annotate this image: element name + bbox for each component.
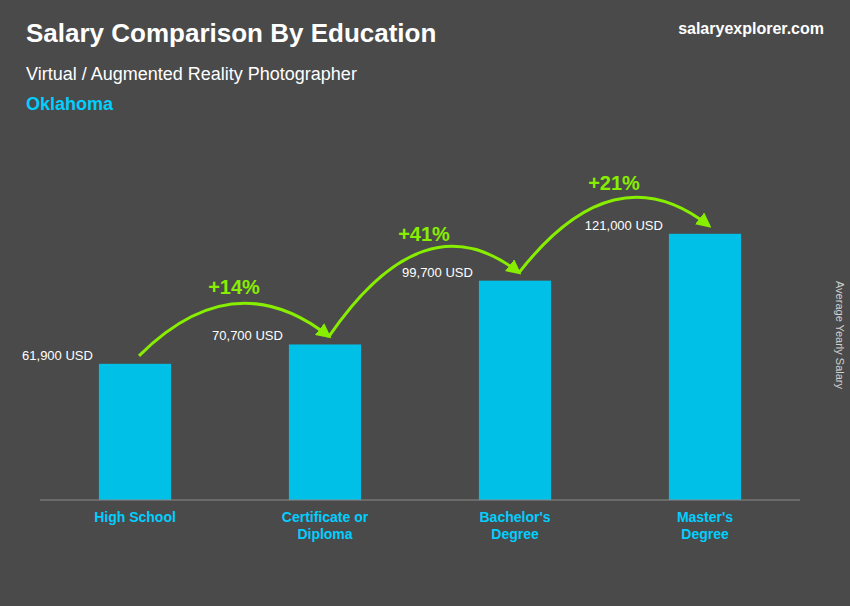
data-label: 70,700 USD: [212, 328, 283, 343]
title: Salary Comparison By Education: [26, 18, 436, 48]
change-arrow: [519, 197, 709, 272]
x-tick-label: Certificate orDiploma: [282, 509, 369, 542]
data-label: 61,900 USD: [22, 348, 93, 363]
x-tick-label-line: Certificate or: [282, 509, 369, 525]
change-label: +21%: [588, 172, 640, 194]
change-arrow: [139, 303, 329, 356]
x-tick-label-line: Diploma: [297, 526, 352, 542]
chart-svg: Salary Comparison By Education Virtual / …: [0, 0, 850, 606]
brand: salaryexplorer.com: [678, 20, 824, 37]
x-tick-label-line: High School: [94, 509, 176, 525]
bars: [99, 234, 741, 500]
baseline: [40, 500, 800, 501]
x-tick-label: Bachelor'sDegree: [479, 509, 550, 542]
background: [0, 0, 850, 606]
subtitle: Virtual / Augmented Reality Photographer: [26, 64, 357, 84]
chart-container: Salary Comparison By Education Virtual / …: [0, 0, 850, 606]
x-tick-label-line: Bachelor's: [479, 509, 550, 525]
change-label: +14%: [208, 276, 260, 298]
location: Oklahoma: [26, 94, 114, 114]
bar: [669, 234, 741, 500]
data-label: 99,700 USD: [402, 265, 473, 280]
x-tick-label-line: Master's: [677, 509, 733, 525]
bar: [99, 364, 171, 500]
change-arrows: +14% +41% +21%: [139, 172, 709, 356]
x-tick-label: High School: [94, 509, 176, 525]
change-arrow: [329, 246, 519, 336]
change-label: +41%: [398, 223, 450, 245]
bar: [289, 344, 361, 500]
x-tick-label-line: Degree: [681, 526, 729, 542]
x-tick-label-line: Degree: [491, 526, 539, 542]
bar: [479, 281, 551, 500]
y-axis-label: Average Yearly Salary: [834, 281, 846, 390]
data-label: 121,000 USD: [585, 218, 663, 233]
x-tick-label: Master'sDegree: [677, 509, 733, 542]
